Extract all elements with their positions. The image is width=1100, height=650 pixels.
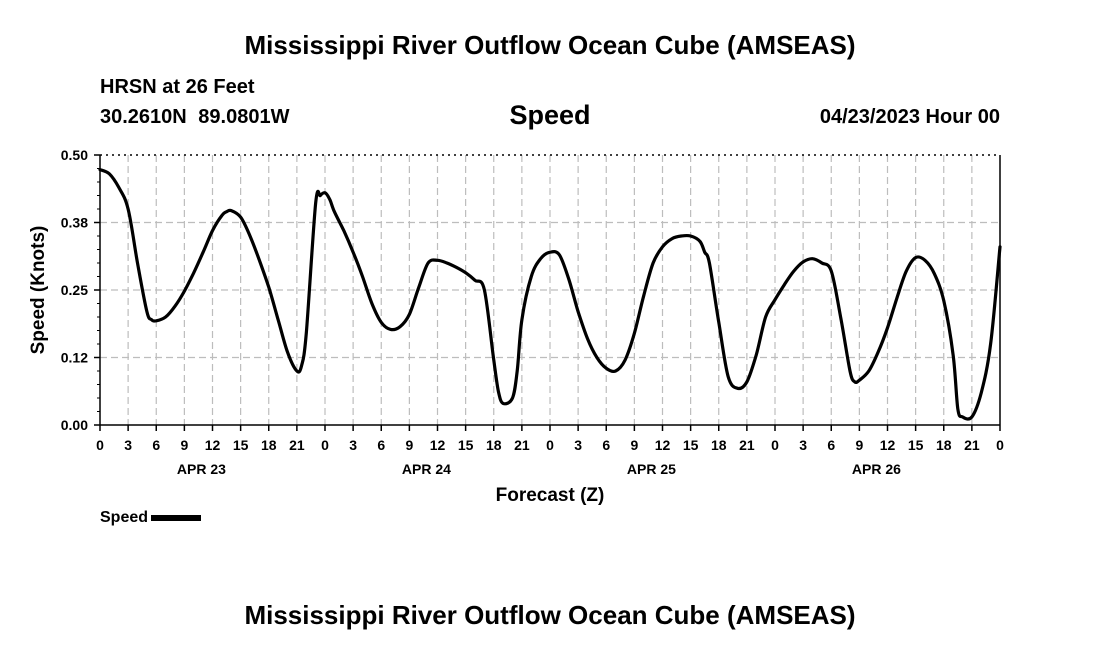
y-axis-title: Speed (Knots): [28, 226, 49, 355]
x-axis-title: Forecast (Z): [496, 485, 605, 506]
x-tick-label: 21: [289, 437, 305, 453]
x-tick-label: 3: [799, 437, 807, 453]
x-tick-label: 12: [430, 437, 446, 453]
x-tick-label: 9: [630, 437, 638, 453]
x-tick-label: 21: [739, 437, 755, 453]
legend-swatch: [151, 514, 202, 521]
datetime-label: 04/23/2023 Hour 00: [819, 106, 1000, 128]
x-tick-label: 18: [936, 437, 952, 453]
station-label: HRSN at 26 Feet: [100, 76, 255, 98]
x-day-label: APR 24: [402, 461, 451, 477]
y-tick-label: 0.00: [61, 417, 88, 433]
variable-title: Speed: [509, 100, 591, 130]
x-tick-label: 3: [349, 437, 357, 453]
x-tick-label: 18: [261, 437, 277, 453]
x-tick-label: 15: [233, 437, 249, 453]
x-tick-label: 12: [655, 437, 671, 453]
x-tick-label: 9: [180, 437, 188, 453]
x-tick-label: 12: [880, 437, 896, 453]
x-tick-label: 18: [486, 437, 502, 453]
footer-title: Mississippi River Outflow Ocean Cube (AM…: [244, 600, 856, 630]
x-tick-label: 15: [458, 437, 474, 453]
x-tick-label: 0: [771, 437, 779, 453]
y-tick-label: 0.25: [61, 282, 88, 298]
x-tick-label: 0: [321, 437, 329, 453]
x-tick-label: 21: [514, 437, 530, 453]
x-tick-label: 3: [574, 437, 582, 453]
x-day-label: APR 23: [177, 461, 226, 477]
x-tick-label: 6: [377, 437, 385, 453]
y-tick-label: 0.50: [61, 147, 88, 163]
chart-main-title: Mississippi River Outflow Ocean Cube (AM…: [244, 30, 856, 60]
x-tick-label: 21: [964, 437, 980, 453]
x-tick-label: 15: [683, 437, 699, 453]
x-tick-label: 0: [546, 437, 554, 453]
x-tick-label: 9: [855, 437, 863, 453]
y-tick-label: 0.12: [61, 350, 88, 366]
coordinates-label: 30.2610N 89.0801W: [100, 106, 290, 128]
x-tick-label: 6: [827, 437, 835, 453]
x-tick-label: 18: [711, 437, 727, 453]
x-day-label: APR 25: [627, 461, 676, 477]
x-tick-label: 0: [96, 437, 104, 453]
series-line-speed: [98, 168, 1002, 421]
legend-label: Speed: [100, 509, 149, 526]
y-tick-label: 0.38: [61, 215, 88, 231]
x-tick-label: 0: [996, 437, 1004, 453]
x-tick-label: 6: [152, 437, 160, 453]
x-day-label: APR 26: [852, 461, 901, 477]
x-tick-label: 3: [124, 437, 132, 453]
x-tick-label: 12: [205, 437, 221, 453]
x-tick-label: 9: [405, 437, 413, 453]
x-tick-label: 15: [908, 437, 924, 453]
legend: Speed: [100, 509, 202, 527]
x-tick-label: 6: [602, 437, 610, 453]
